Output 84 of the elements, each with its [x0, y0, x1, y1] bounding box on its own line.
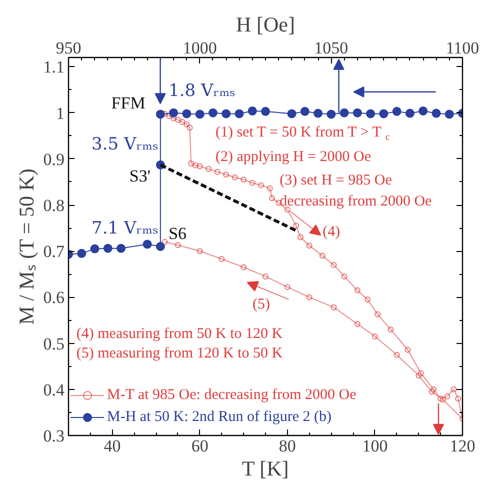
point: [266, 185, 273, 192]
point: [455, 396, 462, 402]
x2-tick-label: 1000: [182, 38, 217, 58]
point: [306, 242, 312, 249]
y-tick-label: 0.3: [43, 426, 64, 446]
point: [196, 248, 203, 254]
annotation: (4): [322, 224, 340, 240]
annotation: (4) measuring from 50 K to 120 K: [76, 326, 283, 342]
point: [394, 352, 400, 358]
point: [416, 372, 422, 379]
point: [188, 160, 194, 167]
point: [174, 116, 181, 123]
x-tick-label: 100: [362, 436, 388, 456]
annotation: S6: [168, 224, 187, 243]
point: [372, 333, 378, 340]
x2-tick-label: 1100: [446, 38, 480, 58]
annotation: 3.5 Vᵣₘₛ: [92, 134, 158, 154]
point: [179, 119, 186, 126]
y-axis-title: M / Mₛ (T = 50 K): [14, 168, 38, 325]
annotation: (5): [252, 296, 270, 312]
point: [428, 388, 435, 395]
point: [404, 346, 411, 353]
legend-label: M-H at 50 K: 2nd Run of figure 2 (b): [107, 408, 332, 426]
point: [249, 180, 256, 186]
point: [240, 264, 247, 270]
point: [284, 284, 290, 290]
point: [293, 222, 300, 229]
point: [223, 172, 230, 178]
point: [438, 396, 444, 402]
x2-axis-title: H [Oe]: [236, 12, 295, 36]
annotation: 7.1 Vᵣₘₛ: [92, 218, 158, 238]
point: [184, 121, 190, 128]
y-tick-label: 1: [56, 104, 64, 123]
x-tick-label: 80: [278, 436, 296, 456]
x2-tick-label: 950: [56, 38, 82, 58]
point: [319, 252, 326, 259]
annotation: (2) applying H = 2000 Oe: [215, 148, 372, 165]
point: [214, 168, 220, 175]
annotation: FFM: [111, 93, 146, 112]
point: [258, 182, 264, 188]
y-tick-label: 0.9: [43, 150, 64, 169]
point: [166, 113, 172, 120]
point: [450, 386, 457, 392]
point: [418, 370, 424, 376]
point: [218, 256, 225, 262]
point: [196, 163, 203, 170]
point: [354, 320, 360, 327]
point: [186, 124, 193, 131]
point: [269, 195, 276, 202]
point: [364, 296, 370, 303]
y-tick-label: 0.7: [43, 242, 65, 262]
point: [192, 162, 198, 168]
legend-label: M-T at 985 Oe: decreasing from 2000 Oe: [107, 386, 356, 404]
x-tick-label: 60: [191, 436, 208, 456]
x2-tick-label: 1050: [314, 38, 348, 58]
x-tick-label: 120: [450, 436, 476, 456]
point: [354, 287, 360, 294]
x-axis-title: T [K]: [242, 456, 289, 480]
y-tick-label: 0.8: [43, 196, 64, 216]
point: [174, 242, 181, 248]
annotation: decreasing from 2000 Oe: [280, 194, 432, 210]
point: [430, 386, 437, 392]
point: [388, 326, 394, 332]
point: [298, 234, 304, 240]
point: [262, 273, 268, 280]
point: [341, 273, 348, 280]
y-tick-label: 0.6: [43, 288, 64, 308]
point: [440, 396, 446, 403]
annotation: (3) set H = 985 Oe: [280, 172, 392, 189]
point: [232, 174, 238, 180]
annotation: (5) measuring from 120 K to 50 K: [76, 345, 283, 362]
point: [330, 304, 337, 310]
y-tick-label: 0.5: [43, 334, 64, 354]
point: [306, 294, 312, 300]
point: [444, 393, 450, 400]
annotation: 1.8 Vᵣₘₛ: [168, 81, 236, 102]
point: [240, 176, 247, 183]
x-tick-label: 40: [104, 436, 121, 456]
y-tick-label: 0.4: [43, 380, 65, 400]
point: [206, 166, 212, 172]
point: [330, 262, 337, 268]
point: [374, 311, 381, 318]
annotation: S3': [129, 166, 150, 186]
y-tick-label: 1.1: [43, 58, 64, 77]
